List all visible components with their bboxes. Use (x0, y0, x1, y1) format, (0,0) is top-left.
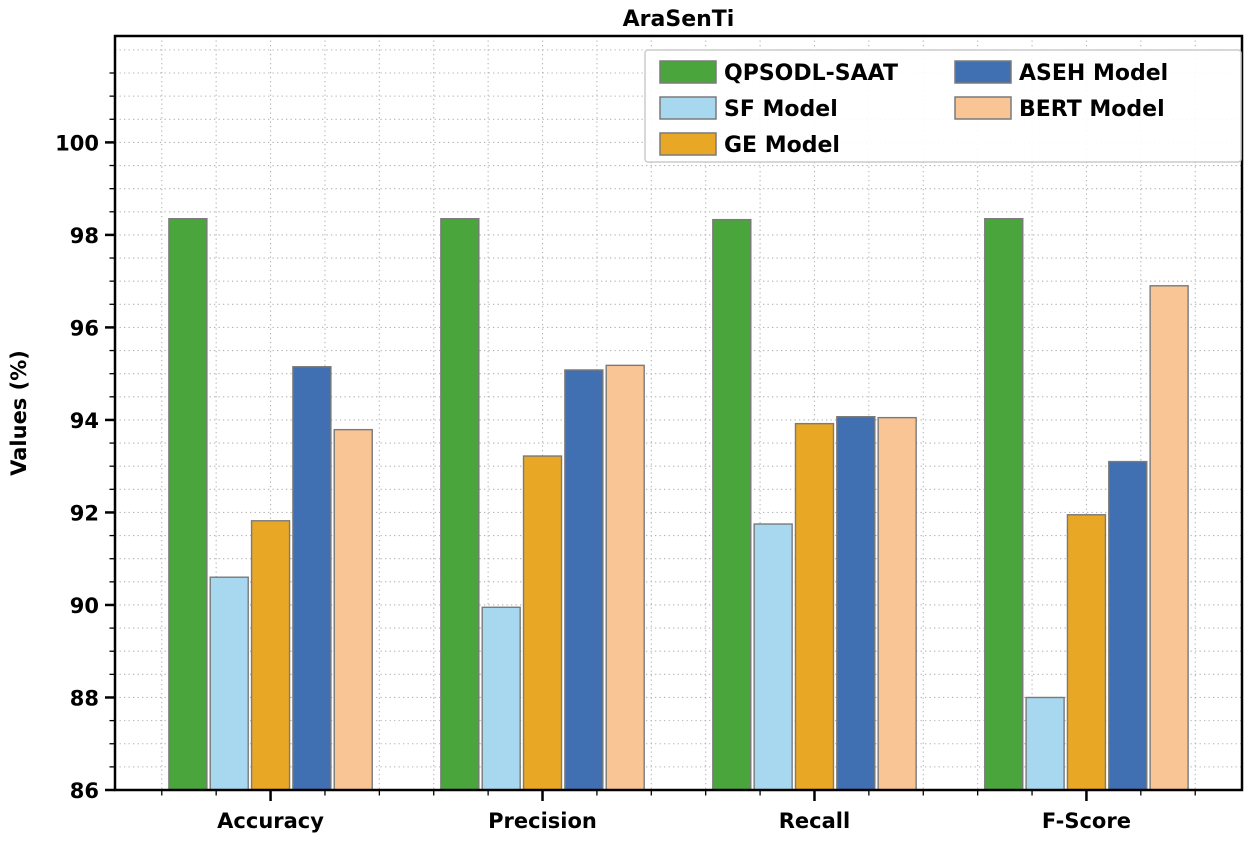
legend-item: GE Model (659, 132, 840, 158)
legend-item: SF Model (659, 96, 838, 122)
legend-swatch (954, 60, 1012, 84)
legend-swatch (659, 60, 717, 84)
bar (753, 523, 793, 791)
bar (250, 520, 291, 791)
bar (1025, 696, 1065, 791)
plot-border (113, 34, 1244, 792)
legend-item: BERT Model (954, 96, 1165, 122)
bars-group (168, 218, 1189, 791)
legend: QPSODL-SAAT SF Model GE Model ASEH Model BER… (644, 49, 1242, 163)
bar (564, 369, 604, 791)
legend-box (644, 49, 1242, 163)
bar (794, 422, 835, 791)
bar (1108, 460, 1148, 791)
y-tick-label: 100 (55, 131, 99, 155)
x-tick-label: F-Score (1042, 809, 1131, 833)
legend-item: ASEH Model (954, 60, 1168, 86)
series-sf-model (209, 523, 1065, 791)
series-aseh-model (292, 366, 1148, 791)
x-tick-label: Recall (779, 809, 850, 833)
bar (984, 218, 1024, 791)
bar (877, 416, 917, 791)
x-tick-label: Accuracy (217, 809, 324, 833)
y-axis-label: Values (%) (7, 350, 31, 476)
bar (292, 366, 332, 791)
legend-label: GE Model (724, 133, 840, 158)
y-tick-label: 94 (70, 409, 99, 433)
legend-item: QPSODL-SAAT (659, 60, 898, 86)
legend-label: BERT Model (1019, 97, 1165, 122)
axes: 86 88 90 92 94 96 98 100 Accuracy Precision Recall… (55, 34, 1244, 833)
bar (333, 428, 373, 791)
bar (481, 606, 521, 791)
bar (1066, 514, 1107, 791)
legend-swatch (954, 96, 1012, 120)
bar (209, 576, 249, 791)
bar (1149, 285, 1189, 791)
bar (836, 416, 876, 791)
bar (712, 218, 752, 791)
y-tick-label: 86 (70, 779, 99, 803)
bar (605, 364, 645, 791)
bar (440, 218, 480, 791)
legend-label: ASEH Model (1019, 61, 1168, 86)
series-qpsodl-saat (168, 218, 1024, 791)
y-tick-label: 96 (70, 316, 99, 340)
legend-swatch (659, 132, 717, 156)
y-tick-label: 92 (70, 501, 99, 525)
series-bert-model (333, 285, 1189, 791)
bar (522, 455, 563, 791)
legend-label: QPSODL-SAAT (724, 61, 898, 86)
y-tick-label: 90 (70, 594, 99, 618)
y-tick-label: 88 (70, 686, 99, 710)
bar (168, 218, 208, 791)
chart-title: AraSenTi (623, 7, 735, 32)
y-tick-label: 98 (70, 224, 99, 248)
legend-swatch (659, 96, 717, 120)
series-ge-model (250, 422, 1107, 791)
legend-label: SF Model (724, 97, 838, 122)
x-tick-label: Precision (488, 809, 597, 833)
